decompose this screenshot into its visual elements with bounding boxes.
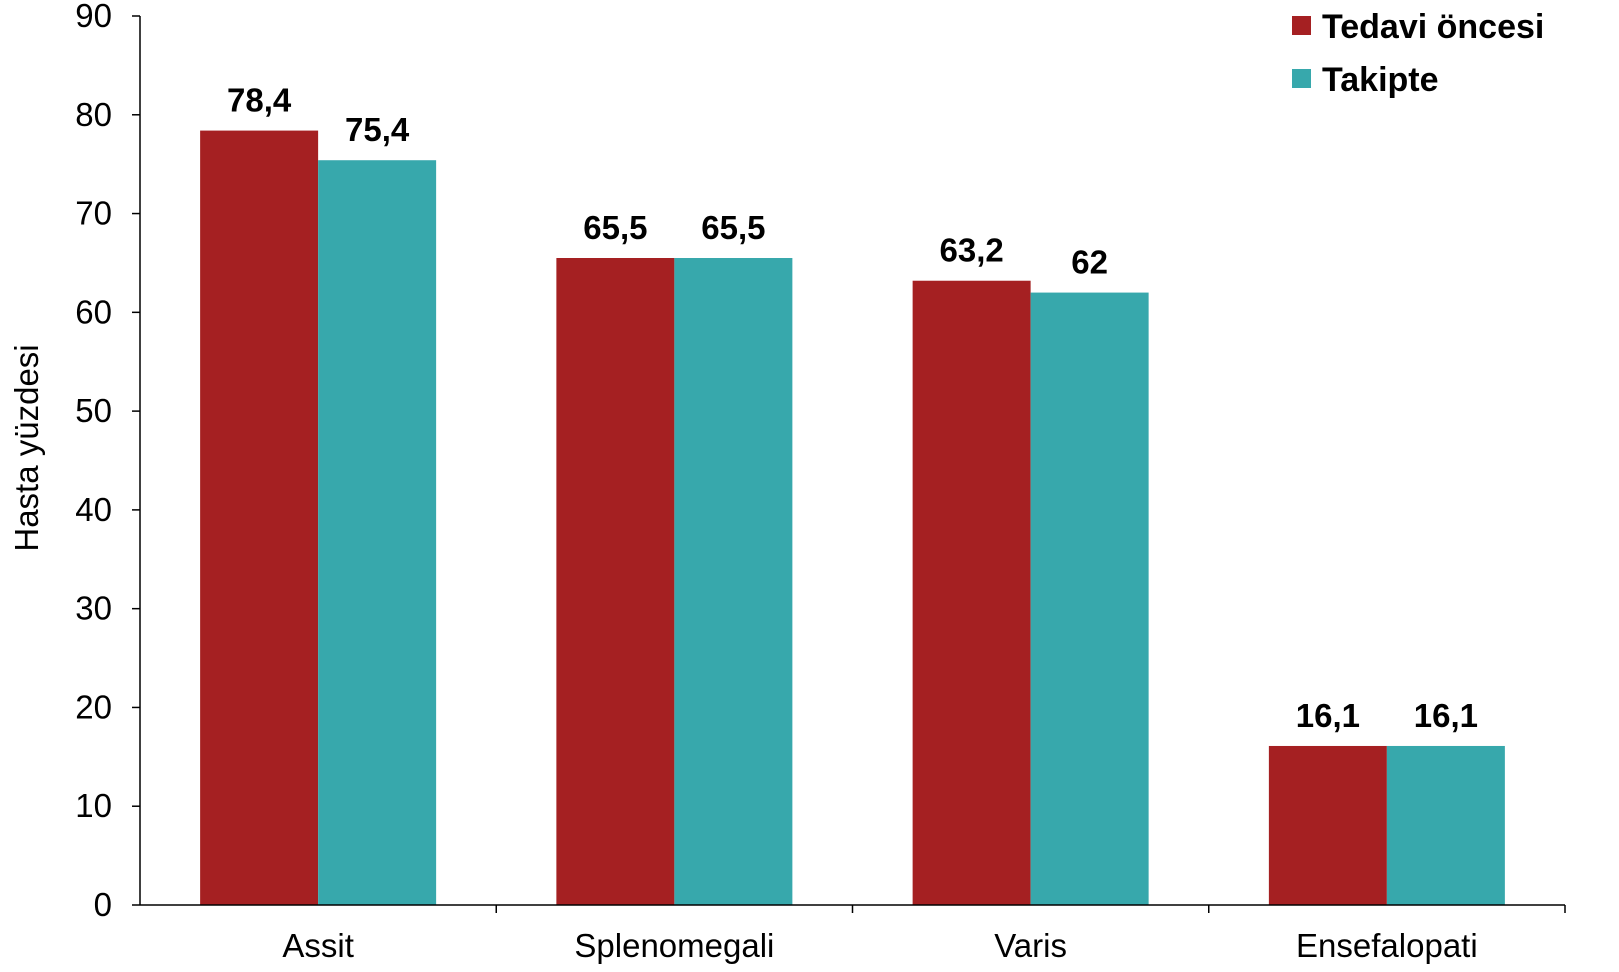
data-label: 16,1	[1296, 697, 1360, 734]
y-tick-label: 20	[75, 688, 112, 725]
bar-tedavi-oncesi	[1268, 745, 1387, 905]
data-label: 65,5	[701, 209, 765, 246]
data-label: 75,4	[345, 111, 410, 148]
data-label: 63,2	[940, 232, 1004, 269]
y-tick-label: 0	[94, 886, 112, 923]
legend-label: Tedavi öncesi	[1322, 8, 1544, 46]
bar-tedavi-oncesi	[556, 258, 675, 905]
y-axis-ticks: 0 10 20 30 40 50 60 70 80 90	[75, 0, 140, 923]
bar-takipte	[1386, 745, 1505, 905]
data-label: 65,5	[583, 209, 647, 246]
y-tick-label: 70	[75, 195, 112, 232]
legend-swatch	[1292, 16, 1311, 35]
x-tick-label: Splenomegali	[574, 927, 774, 964]
legend: Tedavi öncesi Takipte	[1292, 8, 1544, 99]
x-tick-label: Varis	[994, 927, 1067, 964]
y-tick-label: 50	[75, 392, 112, 429]
data-label: 78,4	[227, 82, 292, 119]
y-tick-label: 10	[75, 787, 112, 824]
y-tick-label: 80	[75, 96, 112, 133]
y-axis-title: Hasta yüzdesi	[8, 344, 45, 551]
value-labels: 78,4 75,4 65,5 65,5 63,2 62 16,1 16,1	[227, 82, 1478, 734]
x-tick-label: Ensefalopati	[1296, 927, 1478, 964]
data-label: 16,1	[1414, 697, 1478, 734]
bar-takipte	[318, 160, 437, 905]
legend-swatch	[1292, 69, 1311, 88]
x-tick-label: Assit	[282, 927, 354, 964]
bar-takipte	[674, 258, 793, 905]
y-tick-label: 40	[75, 491, 112, 528]
bar-tedavi-oncesi	[912, 280, 1031, 905]
bar-tedavi-oncesi	[200, 130, 319, 906]
y-tick-label: 90	[75, 0, 112, 34]
category-labels: Assit Splenomegali Varis Ensefalopati	[282, 905, 1566, 964]
bars-group	[200, 130, 1505, 906]
legend-label: Takipte	[1322, 61, 1439, 99]
bar-takipte	[1030, 292, 1149, 906]
y-tick-label: 30	[75, 590, 112, 627]
y-tick-label: 60	[75, 293, 112, 330]
data-label: 62	[1071, 244, 1108, 281]
